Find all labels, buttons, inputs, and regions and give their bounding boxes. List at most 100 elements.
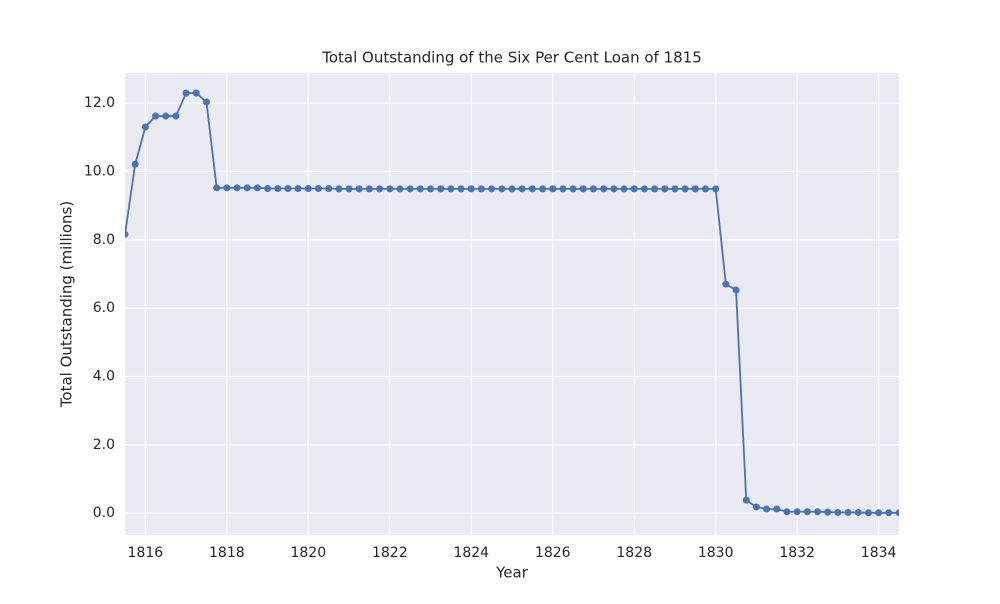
- data-point: [712, 185, 720, 193]
- data-point: [783, 508, 791, 516]
- data-point: [539, 185, 547, 193]
- data-point: [885, 509, 893, 517]
- x-tick-label: 1830: [698, 545, 734, 561]
- data-point: [406, 185, 414, 193]
- x-tick-label: 1832: [779, 545, 815, 561]
- x-tick-label: 1816: [128, 545, 164, 561]
- plot-area: [125, 73, 899, 535]
- data-point: [223, 184, 231, 192]
- data-point: [437, 185, 445, 193]
- data-point: [559, 185, 567, 193]
- data-point: [763, 505, 771, 513]
- data-point: [125, 230, 129, 238]
- data-point: [396, 185, 404, 193]
- data-point: [569, 185, 577, 193]
- data-point: [661, 185, 669, 193]
- data-point: [844, 508, 852, 516]
- data-point: [600, 185, 608, 193]
- data-point: [447, 185, 455, 193]
- marks: [125, 89, 899, 517]
- data-point: [141, 123, 149, 131]
- data-point: [579, 185, 587, 193]
- data-point: [803, 508, 811, 516]
- data-point: [793, 508, 801, 516]
- data-point: [325, 185, 333, 192]
- data-point: [722, 280, 730, 288]
- data-point: [274, 185, 282, 192]
- data-point: [702, 185, 709, 193]
- data-point: [376, 185, 384, 193]
- y-tick-label: 8.0: [93, 232, 115, 248]
- data-point: [294, 185, 302, 192]
- y-tick-label: 10.0: [84, 163, 115, 179]
- data-point: [152, 112, 160, 120]
- data-point: [732, 286, 740, 294]
- data-point: [243, 184, 251, 192]
- data-point: [610, 185, 618, 193]
- chart-title: Total Outstanding of the Six Per Cent Lo…: [321, 49, 702, 67]
- grid: [125, 73, 899, 535]
- data-point: [498, 185, 506, 193]
- data-point: [488, 185, 496, 193]
- x-tick-label: 1828: [616, 545, 652, 561]
- data-point: [854, 508, 862, 516]
- data-point: [681, 185, 689, 193]
- data-point: [162, 112, 170, 120]
- data-point: [824, 508, 832, 516]
- data-point: [549, 185, 557, 193]
- data-point: [477, 185, 485, 193]
- data-point: [335, 185, 343, 193]
- data-point: [752, 503, 760, 511]
- x-tick-label: 1820: [290, 545, 326, 561]
- data-point: [131, 160, 139, 168]
- x-tick-label: 1818: [209, 545, 245, 561]
- data-point: [355, 185, 363, 193]
- data-point: [192, 89, 200, 97]
- data-point: [640, 185, 648, 193]
- data-point: [365, 185, 373, 193]
- y-tick-label: 0.0: [93, 505, 115, 521]
- data-point: [457, 185, 465, 193]
- data-point: [814, 508, 822, 516]
- data-point: [589, 185, 597, 193]
- data-point: [386, 185, 394, 193]
- y-tick-label: 4.0: [93, 368, 115, 384]
- data-point: [518, 185, 526, 193]
- data-point: [315, 185, 322, 192]
- data-point: [213, 184, 221, 192]
- data-point: [620, 185, 628, 193]
- x-tick-label: 1822: [372, 545, 408, 561]
- data-point: [172, 112, 180, 120]
- data-point: [651, 185, 659, 193]
- data-point: [528, 185, 536, 193]
- y-tick-label: 6.0: [93, 300, 115, 316]
- x-tick-label: 1826: [535, 545, 571, 561]
- x-tick-label: 1824: [453, 545, 489, 561]
- data-point: [895, 509, 899, 517]
- data-point: [773, 505, 781, 513]
- data-point: [691, 185, 699, 193]
- data-point: [253, 184, 261, 192]
- data-point: [284, 185, 292, 192]
- data-point: [630, 185, 638, 193]
- data-point: [467, 185, 475, 193]
- data-point: [202, 98, 210, 106]
- data-point: [834, 508, 842, 516]
- data-point: [742, 496, 750, 504]
- x-axis-label: Year: [495, 564, 529, 582]
- y-tick-label: 2.0: [93, 437, 115, 453]
- data-point: [427, 185, 435, 193]
- data-point: [233, 184, 241, 192]
- data-point: [864, 509, 872, 517]
- data-point: [416, 185, 424, 193]
- data-point: [304, 185, 312, 192]
- y-axis-label: Total Outstanding (millions): [58, 201, 76, 408]
- data-point: [264, 185, 272, 192]
- data-point: [345, 185, 353, 193]
- data-point: [671, 185, 679, 193]
- y-tick-label: 12.0: [84, 95, 115, 111]
- data-point: [875, 509, 883, 517]
- data-point: [508, 185, 516, 193]
